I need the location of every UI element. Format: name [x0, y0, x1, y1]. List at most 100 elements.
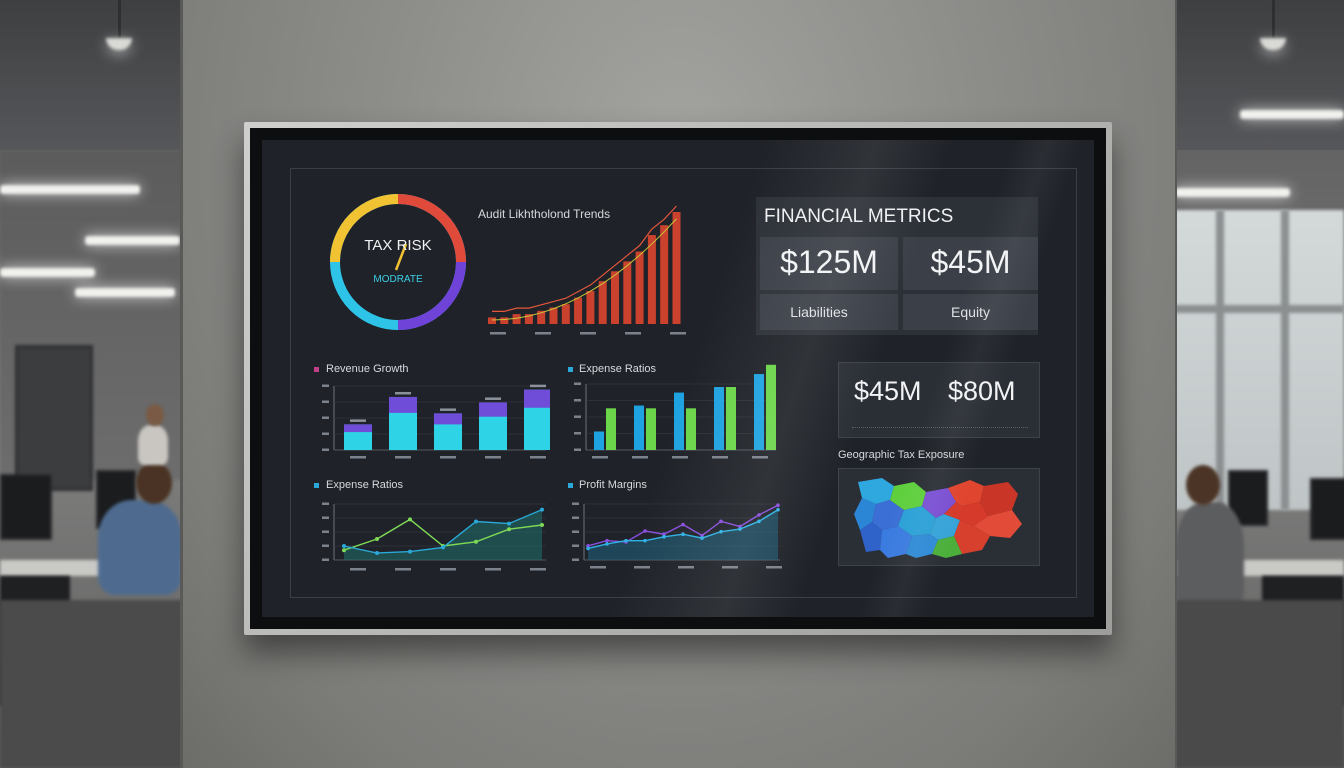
- audit-bar: [660, 225, 669, 324]
- metric-value: $45M: [930, 244, 1011, 280]
- window-mullion: [1281, 210, 1289, 510]
- x-tick-label: [395, 568, 411, 571]
- audit-bar: [635, 251, 644, 324]
- audit-bar: [500, 317, 509, 324]
- profit-point: [757, 513, 761, 517]
- revenue-bar-cap: [479, 402, 507, 417]
- profit-point: [757, 519, 761, 524]
- expense-bar: [714, 387, 724, 450]
- expense-point: [540, 523, 544, 527]
- revenue-bar-cap: [344, 424, 372, 433]
- metric-card: [760, 237, 898, 290]
- x-tick-label: [712, 456, 728, 459]
- person: [98, 500, 182, 595]
- map-region: [860, 522, 882, 552]
- expense-bar: [674, 392, 684, 450]
- profit-point: [738, 527, 742, 531]
- floor: [1175, 600, 1344, 768]
- gauge-level: MODRATE: [373, 274, 423, 285]
- ceiling-light: [75, 288, 175, 297]
- metric-label-liabilities: Liabilities: [790, 304, 848, 320]
- profit-point: [643, 538, 647, 543]
- person-head: [136, 462, 172, 504]
- map-region: [948, 480, 984, 506]
- audit-bar: [549, 307, 558, 324]
- y-tick-label: [322, 448, 329, 451]
- bar-data-label: [530, 384, 546, 388]
- profit-point: [738, 524, 742, 529]
- display-bezel: TAX RISK MODRATE Audit Likhtholond Trend…: [250, 128, 1106, 629]
- map-region: [944, 502, 988, 526]
- window-mullion: [1174, 305, 1344, 313]
- y-tick-label: [322, 530, 329, 533]
- y-tick-label: [322, 400, 329, 403]
- metric-label-equity: Equity: [951, 304, 990, 320]
- person: [138, 425, 168, 465]
- profit-point: [605, 542, 609, 546]
- x-tick-label: [625, 332, 641, 335]
- audit-bar: [524, 314, 533, 324]
- x-tick-label: [580, 332, 596, 335]
- ceiling-light: [1240, 110, 1344, 119]
- wall-display: TAX RISK MODRATE Audit Likhtholond Trend…: [244, 122, 1112, 635]
- expense-point: [375, 537, 379, 541]
- profit-margins-chart: [572, 502, 782, 569]
- revenue-bar-cap: [524, 389, 550, 408]
- audit-bar: [647, 235, 656, 324]
- metric-label-card: [903, 294, 1038, 330]
- map-region: [974, 510, 1022, 538]
- y-tick-label: [572, 530, 579, 533]
- audit-bar: [574, 297, 583, 324]
- profit-point: [662, 535, 666, 539]
- ceiling-light: [0, 268, 95, 277]
- expense-bar: [606, 408, 616, 450]
- expense-point: [408, 549, 412, 554]
- legend-swatch: [568, 483, 573, 488]
- profit-point: [700, 536, 704, 540]
- x-tick-label: [535, 332, 551, 335]
- secondary-baseline: [852, 427, 1028, 428]
- x-tick-label: [440, 456, 456, 459]
- expense-ratios-line-title: Expense Ratios: [326, 479, 404, 491]
- y-tick-label: [322, 416, 329, 419]
- expense-point: [507, 521, 511, 526]
- map-region: [898, 506, 936, 536]
- map-region: [854, 498, 876, 530]
- x-tick-label: [752, 456, 768, 459]
- map-region: [890, 482, 926, 510]
- office-window: [1174, 210, 1344, 510]
- profit-point: [586, 546, 590, 551]
- ceiling-light: [0, 185, 140, 194]
- expense-point: [342, 544, 346, 548]
- metric-label-card: [760, 294, 898, 330]
- floor: [0, 600, 183, 768]
- map-region: [954, 520, 990, 554]
- audit-bar: [598, 281, 607, 324]
- x-tick-label: [350, 456, 366, 459]
- expense-point: [474, 539, 478, 544]
- x-tick-label: [672, 456, 688, 459]
- x-tick-label: [678, 566, 694, 569]
- audit-bar: [672, 212, 681, 324]
- x-tick-label: [634, 566, 650, 569]
- expense-point: [441, 545, 445, 550]
- profit-point: [776, 503, 780, 508]
- audit-secondary-line: [491, 218, 677, 321]
- y-tick-label: [572, 544, 579, 547]
- secondary-metric-value: $80M: [948, 376, 1016, 406]
- audit-bar: [512, 314, 521, 324]
- office-monitor: [0, 474, 52, 540]
- legend-swatch: [568, 367, 573, 372]
- audit-bar: [586, 291, 595, 324]
- y-tick-label: [572, 558, 579, 561]
- x-tick-label: [766, 566, 782, 569]
- gauge-segment-red: [397, 194, 466, 263]
- tax-risk-gauge: [330, 194, 466, 330]
- map-region: [872, 500, 904, 530]
- y-tick-label: [322, 544, 329, 547]
- y-tick-label: [574, 448, 581, 451]
- expense-point: [507, 527, 511, 532]
- expense-area: [344, 509, 542, 560]
- secondary-metrics-panel: [838, 362, 1040, 438]
- expense-bar: [726, 387, 736, 450]
